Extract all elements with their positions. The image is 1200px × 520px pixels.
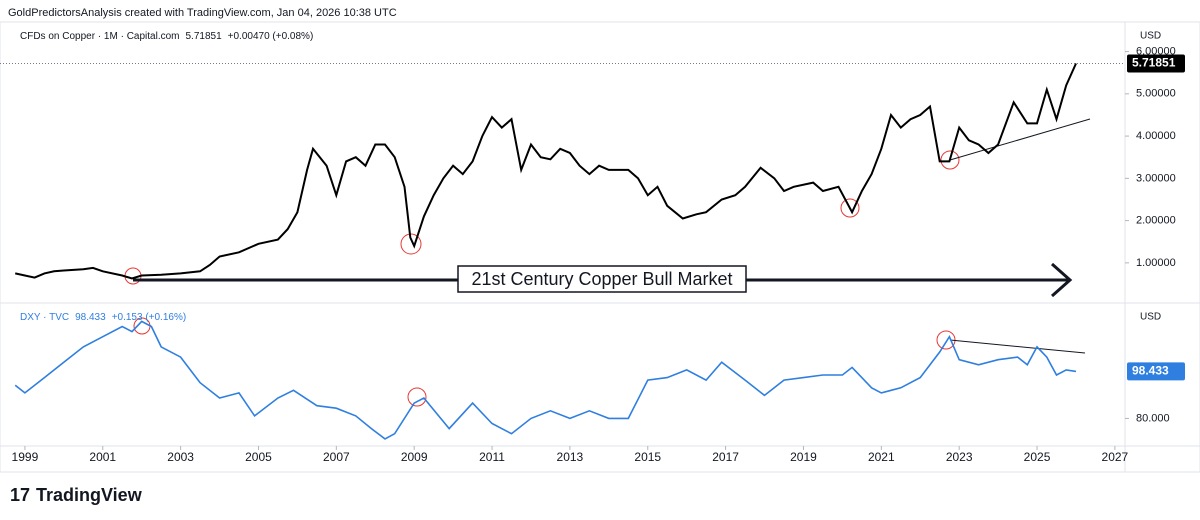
axis-unit: USD bbox=[1140, 312, 1161, 323]
y-tick-label: 4.00000 bbox=[1136, 130, 1176, 142]
circle bbox=[940, 150, 960, 170]
x-tick-label: 2005 bbox=[245, 450, 272, 464]
circle bbox=[400, 233, 422, 255]
legend-change: +0.00470 (+0.08%) bbox=[228, 31, 314, 42]
circle bbox=[840, 198, 860, 218]
arrow-head bbox=[1051, 262, 1073, 298]
frame bbox=[0, 21, 1200, 473]
x-tick-label: 2013 bbox=[557, 450, 584, 464]
last-price-badge bbox=[1127, 54, 1185, 73]
header: GoldPredictorsAnalysis created with Trad… bbox=[8, 7, 397, 19]
x-tick-label: 2017 bbox=[712, 450, 739, 464]
x-tick-label: 2021 bbox=[868, 450, 895, 464]
y-tick-label: 5.00000 bbox=[1136, 88, 1176, 100]
last-price-badge bbox=[1127, 362, 1185, 381]
circle bbox=[407, 387, 427, 407]
y-tick-label: 2.00000 bbox=[1136, 215, 1176, 227]
x-tick-label: 2025 bbox=[1024, 450, 1051, 464]
x-tick-label: 2009 bbox=[401, 450, 428, 464]
logo-text: TradingView bbox=[36, 485, 143, 505]
highlight-circles bbox=[124, 150, 960, 407]
legend-value: 5.71851 bbox=[186, 31, 223, 42]
annotation-box bbox=[457, 265, 747, 293]
price-line bbox=[14, 63, 1077, 280]
x-tick-label: 2019 bbox=[790, 450, 817, 464]
last-price-label: 5.71851 bbox=[1132, 56, 1176, 70]
x-tick-label: 2023 bbox=[946, 450, 973, 464]
legend-name: DXY · TVC bbox=[20, 312, 69, 323]
legend-change: +0.153 (+0.16%) bbox=[112, 312, 187, 323]
legend: DXY · TVC 98.433 +0.153 (+0.16%) bbox=[20, 312, 186, 323]
legend: CFDs on Copper · 1M · Capital.com 5.71851… bbox=[20, 31, 313, 42]
x-tick-label: 2015 bbox=[634, 450, 661, 464]
last-price-label: 98.433 bbox=[1132, 364, 1169, 378]
x-tick-label: 2011 bbox=[479, 450, 505, 464]
y-tick-label: 1.00000 bbox=[1136, 257, 1176, 269]
axis-unit: USD bbox=[1140, 31, 1161, 42]
x-tick-label: 2001 bbox=[89, 450, 116, 464]
x-tick-label: 2003 bbox=[167, 450, 194, 464]
x-tick-label: 2007 bbox=[323, 450, 350, 464]
x-tick-label: 2027 bbox=[1102, 450, 1129, 464]
annotation: 21st Century Copper Bull Market bbox=[471, 269, 732, 289]
trend-line bbox=[949, 339, 1086, 354]
y-tick-label: 80.000 bbox=[1136, 412, 1170, 424]
x-tick-label: 1999 bbox=[12, 450, 39, 464]
trend-line bbox=[949, 118, 1091, 161]
logo-mark: 17 bbox=[10, 485, 30, 505]
price-line bbox=[14, 320, 1077, 440]
legend-name: CFDs on Copper · 1M · Capital.com bbox=[20, 31, 180, 42]
legend-value: 98.433 bbox=[75, 312, 106, 323]
y-tick-label: 3.00000 bbox=[1136, 172, 1176, 184]
